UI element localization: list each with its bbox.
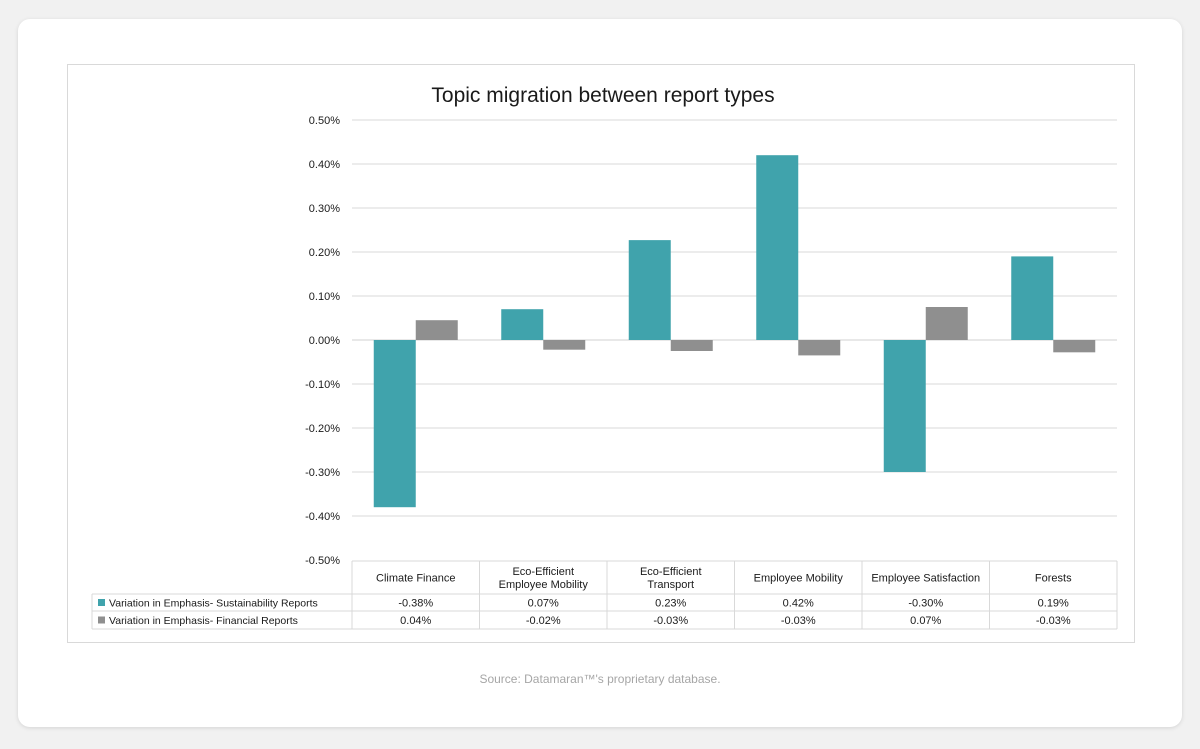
legend-key-sustainability: [98, 599, 105, 606]
category-label: Eco-Efficient: [640, 566, 702, 578]
y-tick-label: -0.10%: [305, 379, 340, 391]
y-tick-label: -0.50%: [305, 555, 340, 567]
y-tick-label: 0.00%: [309, 335, 340, 347]
data-label: -0.02%: [526, 615, 561, 627]
bar-financial: [798, 340, 841, 356]
chart-frame: [67, 64, 1135, 643]
y-tick-label: -0.20%: [305, 423, 340, 435]
bars: [373, 155, 1096, 508]
data-label: -0.03%: [781, 615, 816, 627]
bar-sustainability: [1011, 256, 1054, 340]
source-note: Source: Datamaran™'s proprietary databas…: [479, 672, 721, 686]
bar-financial: [543, 340, 586, 350]
category-label: Transport: [647, 579, 694, 591]
data-label: 0.42%: [783, 598, 814, 610]
y-tick-label: 0.20%: [309, 247, 340, 259]
bar-sustainability: [373, 340, 416, 508]
data-label: 0.07%: [528, 598, 559, 610]
data-label: -0.38%: [398, 598, 433, 610]
bar-sustainability: [756, 155, 799, 340]
category-label: Employee Mobility: [499, 579, 589, 591]
y-tick-label: -0.40%: [305, 511, 340, 523]
y-tick-label: 0.50%: [309, 115, 340, 127]
y-tick-label: 0.30%: [309, 203, 340, 215]
data-label: 0.19%: [1038, 598, 1069, 610]
category-label: Forests: [1035, 573, 1072, 585]
chart-title: Topic migration between report types: [431, 84, 774, 107]
data-label: 0.07%: [910, 615, 941, 627]
data-label: -0.03%: [653, 615, 688, 627]
legend-key-financial: [98, 616, 105, 624]
bar-financial: [415, 320, 458, 340]
data-label: -0.30%: [908, 598, 943, 610]
category-label: Employee Satisfaction: [871, 573, 980, 585]
bar-sustainability: [883, 340, 926, 472]
bar-financial: [1053, 340, 1096, 353]
series-name: Variation in Emphasis- Financial Reports: [109, 615, 298, 627]
y-tick-label: 0.10%: [309, 291, 340, 303]
data-label: 0.23%: [655, 598, 686, 610]
y-tick-label: -0.30%: [305, 467, 340, 479]
bar-sustainability: [628, 240, 671, 340]
category-label: Employee Mobility: [754, 573, 844, 585]
category-label: Eco-Efficient: [512, 566, 574, 578]
series-name: Variation in Emphasis- Sustainability Re…: [109, 598, 318, 610]
bar-financial: [670, 340, 713, 351]
gridlines: [352, 119, 1117, 517]
data-label: 0.04%: [400, 615, 431, 627]
y-tick-label: 0.40%: [309, 159, 340, 171]
bar-financial: [925, 307, 968, 340]
bar-sustainability: [501, 309, 544, 340]
bar-chart: Topic migration between report types 0.5…: [91, 84, 1118, 630]
y-axis-ticks: 0.50% 0.40% 0.30% 0.20% 0.10% 0.00% -0.10% -0.2…: [305, 115, 340, 567]
data-label: -0.03%: [1036, 615, 1071, 627]
category-label: Climate Finance: [376, 573, 455, 585]
